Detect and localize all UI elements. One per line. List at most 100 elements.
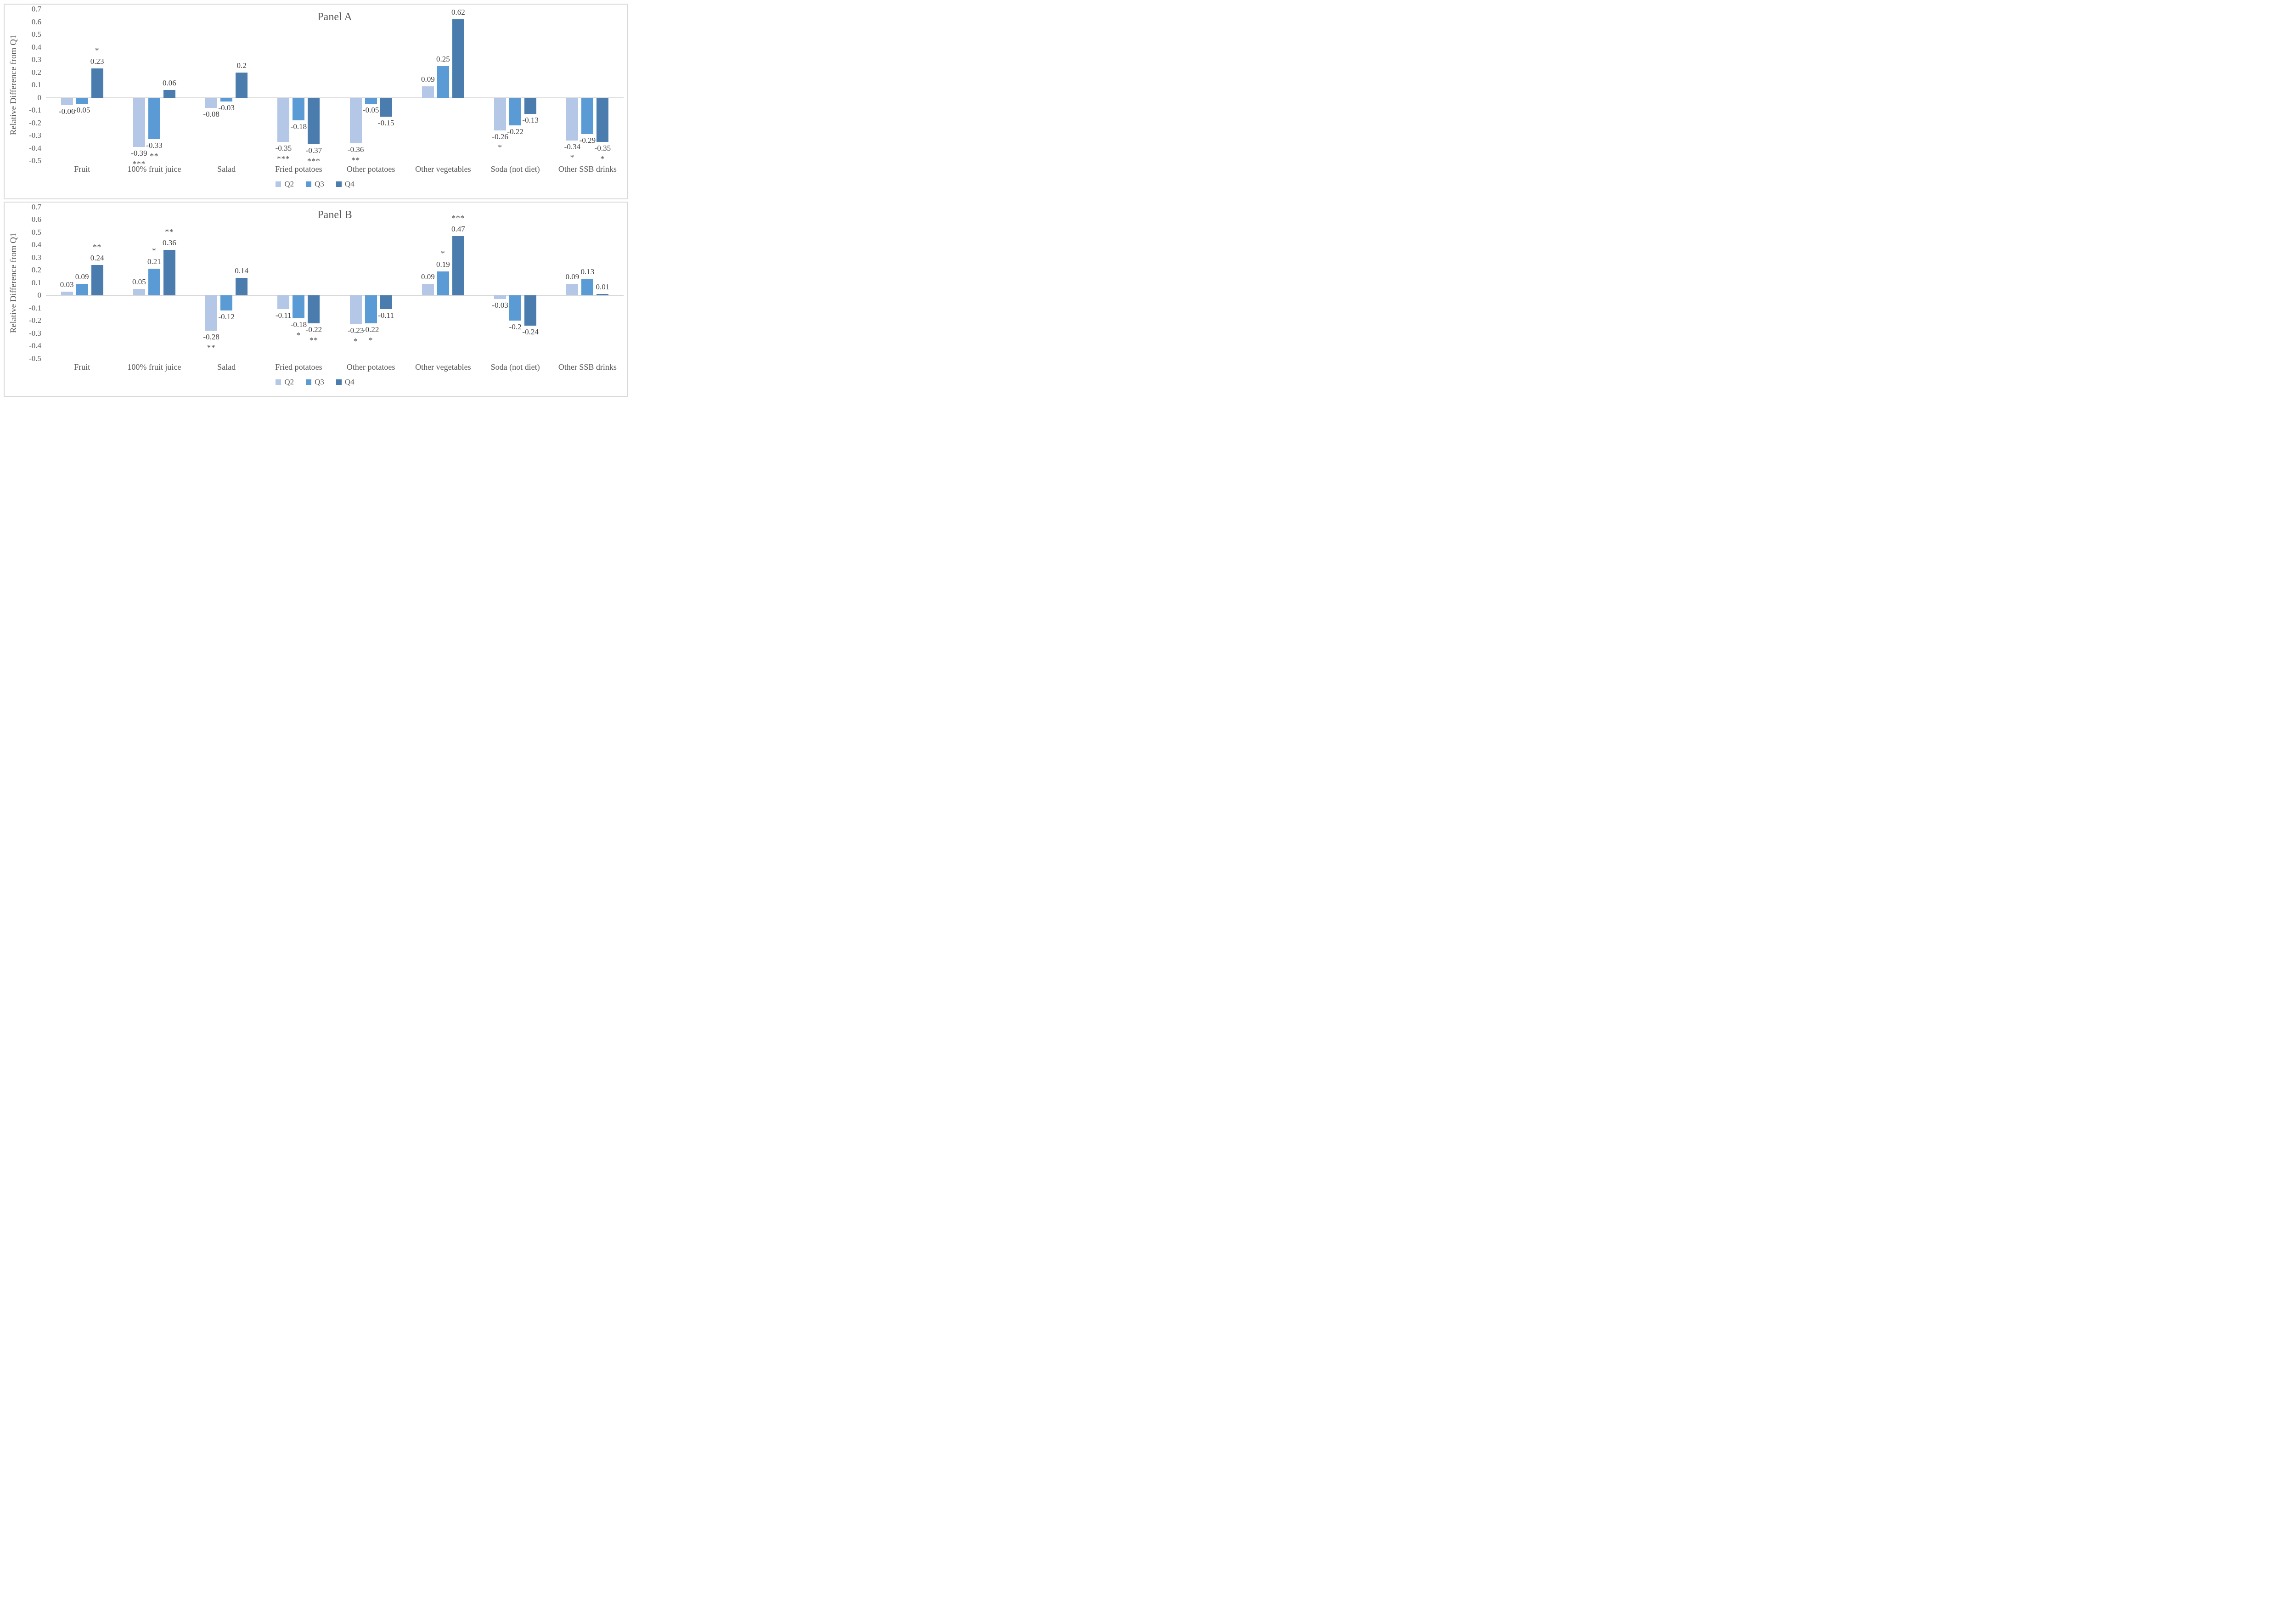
bar-value-label: 0.09 — [75, 272, 89, 282]
significance-label: *** — [132, 159, 146, 168]
y-tick-label: 0.7 — [31, 202, 41, 211]
bar-value-label: -0.11 — [275, 311, 292, 320]
significance-label: *** — [307, 157, 321, 166]
category-label: Other vegetables — [415, 362, 471, 372]
bar-q4 — [163, 90, 175, 98]
bar-value-label: 0.03 — [60, 280, 74, 289]
bar-value-label: -0.18 — [290, 122, 307, 131]
bar-q2 — [61, 97, 73, 105]
bar-q2 — [422, 284, 434, 295]
legend-item: Q2 — [276, 180, 294, 189]
bar-value-label: -0.12 — [218, 312, 235, 321]
bar-value-label: 0.01 — [596, 282, 610, 292]
significance-label: ** — [165, 227, 174, 236]
bar-q2 — [133, 289, 145, 295]
bar-q3 — [293, 295, 305, 318]
y-tick-label: 0.3 — [31, 253, 41, 262]
bar-q4 — [236, 277, 248, 295]
bar-q4 — [91, 68, 103, 98]
y-tick-label: 0 — [37, 93, 42, 102]
bar-value-label: -0.05 — [362, 106, 379, 115]
category-label: Soda (not diet) — [490, 164, 540, 174]
significance-label: * — [152, 246, 157, 255]
bar-value-label: -0.13 — [522, 116, 539, 125]
y-tick-label: -0.1 — [29, 303, 41, 312]
bar-q4 — [308, 295, 320, 323]
bar-value-label: 0.05 — [132, 277, 146, 287]
bar-q4 — [380, 295, 392, 310]
y-tick-label: 0.1 — [31, 80, 41, 89]
legend-item: Q2 — [276, 378, 294, 387]
significance-label: * — [441, 248, 445, 258]
bar-q3 — [437, 66, 449, 98]
bar-value-label: -0.03 — [218, 103, 235, 112]
bar-value-label: 0.09 — [565, 272, 580, 282]
bar-q2 — [277, 97, 290, 142]
bar-q3 — [365, 295, 377, 323]
bar-value-label: -0.37 — [305, 146, 322, 155]
bar-value-label: -0.08 — [203, 109, 219, 118]
bar-q3 — [148, 97, 160, 140]
significance-label: * — [368, 335, 373, 344]
significance-label: *** — [277, 154, 290, 163]
legend-item: Q4 — [336, 378, 355, 387]
y-tick-label: -0.4 — [29, 143, 41, 152]
panel-a-grid: Relative Difference from Q1 0.7 0.6 0.5 0.4… — [6, 5, 624, 197]
y-tick-label: -0.3 — [29, 328, 41, 338]
significance-label: ** — [93, 243, 102, 251]
bar-q2 — [494, 295, 506, 299]
category-axis: Fruit 100% fruit juice Salad Fried potatoes… — [46, 161, 624, 176]
bar-q4 — [452, 19, 464, 98]
y-tick-label: 0.1 — [31, 278, 41, 287]
y-tick-label: 0 — [37, 291, 42, 299]
bar-value-label: -0.34 — [564, 142, 581, 151]
y-tick-label: 0.2 — [31, 265, 41, 274]
bar-value-label: 0.06 — [163, 79, 176, 87]
bar-q3 — [148, 269, 160, 295]
legend-swatch — [306, 181, 312, 187]
panel-b-grid: Relative Difference from Q1 0.7 0.6 0.5 0.4… — [6, 203, 624, 395]
bar-value-label: -0.33 — [146, 141, 163, 150]
bar-value-label: 0.25 — [436, 54, 450, 63]
legend-item: Q4 — [336, 180, 355, 189]
bar-value-label: -0.35 — [594, 143, 611, 152]
bar-q2 — [205, 295, 218, 331]
significance-label: ** — [207, 343, 216, 352]
category-axis: Fruit 100% fruit juice Salad Fried potatoes… — [46, 359, 624, 374]
y-tick-label: 0.3 — [31, 55, 41, 64]
y-tick-label: 0.2 — [31, 68, 41, 77]
legend-swatch — [336, 379, 342, 385]
bar-value-label: -0.05 — [73, 106, 90, 115]
significance-label: *** — [441, 5, 475, 6]
legend: Q2 Q3 Q4 — [6, 176, 624, 192]
y-axis-ticks: 0.7 0.6 0.5 0.4 0.3 0.2 0.1 0 -0.1 -0.2 -0.3 -0.4 -0… — [21, 5, 46, 165]
y-axis-title: Relative Difference from Q1 — [9, 232, 18, 333]
bar-q2 — [133, 97, 145, 147]
bar-q4 — [597, 294, 609, 295]
bar-value-label: -0.29 — [579, 136, 596, 145]
category-label: Other potatoes — [346, 362, 395, 372]
bar-value-label: 0.13 — [580, 267, 595, 276]
significance-label: * — [95, 46, 100, 55]
y-tick-label: 0.6 — [31, 215, 41, 224]
panel-title: Panel B — [317, 209, 352, 221]
y-tick-label: -0.2 — [29, 118, 41, 127]
bar-q2 — [422, 86, 434, 98]
bar-value-label: -0.24 — [522, 327, 539, 336]
x-axis-line — [46, 97, 624, 98]
category-label: 100% fruit juice — [127, 164, 181, 174]
bar-q4 — [524, 97, 537, 114]
y-tick-label: 0.7 — [31, 5, 41, 13]
category-label: Other potatoes — [346, 164, 395, 174]
bar-value-label: -0.22 — [305, 325, 322, 334]
significance-label: *** — [451, 213, 465, 222]
plot-area: Panel B 0.03 0.05 -0.28 ** -0.11 -0.23 * 0.09 -0… — [46, 207, 624, 359]
bar-value-label: -0.22 — [507, 127, 523, 136]
bar-q2 — [349, 295, 362, 325]
bar-q2 — [566, 97, 579, 141]
bar-value-label: -0.26 — [492, 132, 508, 141]
bar-q3 — [76, 284, 88, 295]
category-label: Salad — [217, 164, 236, 174]
legend-swatch — [336, 181, 342, 187]
bar-value-label: -0.18 — [290, 320, 307, 329]
